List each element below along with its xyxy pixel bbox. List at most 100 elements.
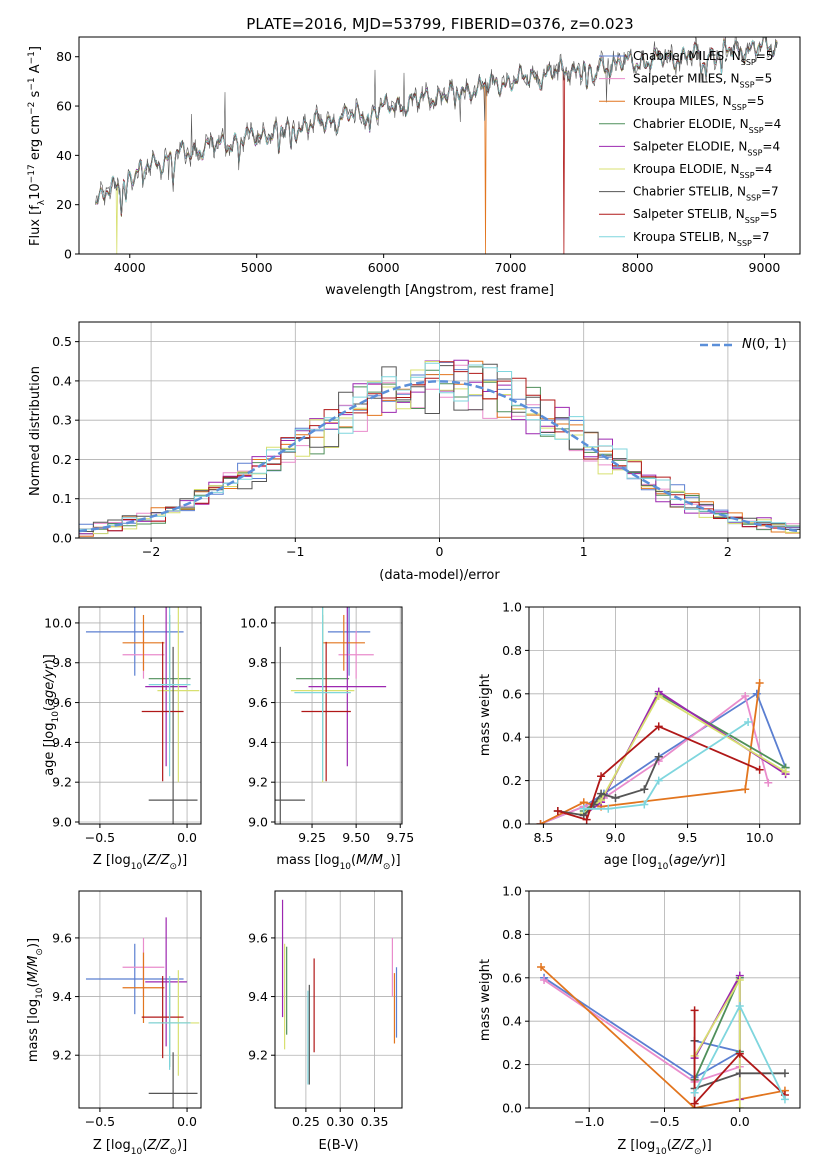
tick-label-x: 1 — [580, 544, 588, 559]
legend-label: Kroupa STELIB, NSSP=7 — [633, 230, 770, 248]
x-axis-label: E(B-V) — [318, 1138, 358, 1153]
y-axis-label: Flux [fλ10−17 erg cm−2 s−1 A−1] — [27, 46, 47, 246]
weight-marker — [755, 678, 764, 687]
weight-marker — [741, 691, 750, 700]
tick-label-x: 7000 — [495, 260, 527, 275]
tick-label-y: 0.2 — [502, 773, 522, 788]
tick-label-y: 9.2 — [52, 1048, 72, 1063]
x-axis-label: age [log10(age/yr)] — [604, 853, 726, 872]
tick-label-x: 2 — [724, 544, 732, 559]
weight-line — [543, 977, 743, 1079]
tick-label-x: −1.0 — [574, 1114, 604, 1129]
x-axis-label: Z [log10(Z/Z⊙)] — [617, 1138, 711, 1157]
legend-label: Chabrier ELODIE, NSSP=4 — [633, 117, 781, 135]
plot-area — [281, 899, 398, 1085]
tick-label-x: 9.50 — [342, 830, 370, 845]
weight-marker — [597, 789, 606, 798]
tick-label-y: 0.6 — [502, 970, 522, 985]
weight-marker — [640, 785, 649, 794]
tick-label-x: 10.0 — [746, 830, 774, 845]
tick-label-y: 0.4 — [502, 730, 522, 745]
weight-marker — [735, 1104, 744, 1108]
tick-label-x: 9000 — [749, 260, 781, 275]
tick-label-y: 9.8 — [52, 655, 72, 670]
tick-label-y: 9.4 — [52, 735, 72, 750]
weight-marker — [604, 804, 613, 813]
plot-area — [79, 359, 800, 537]
y-axis-label: mass weight — [478, 959, 493, 1041]
tick-label-x: 5000 — [241, 260, 273, 275]
weight-marker — [752, 689, 761, 698]
plot-area — [85, 607, 200, 824]
tick-label-y: 9.4 — [248, 989, 268, 1004]
tick-label-y: 9.2 — [248, 775, 268, 790]
legend-label: Salpeter MILES, NSSP=5 — [633, 72, 772, 90]
tick-label-y: 10.0 — [240, 615, 268, 630]
legend-label: N(0, 1) — [742, 337, 787, 352]
weight-marker — [654, 752, 663, 761]
tick-label-y: 0 — [64, 247, 72, 262]
weight-marker — [537, 962, 546, 971]
tick-label-x: 0 — [436, 544, 444, 559]
panel-residuals: −2 −1 0 1 2 0.0 0.1 0.2 0.3 0.4 0.5 N(0, 1) (data-mo… — [28, 321, 801, 583]
weight-line — [540, 682, 761, 824]
weight-marker — [735, 1002, 744, 1011]
weight-marker — [654, 776, 663, 785]
tick-label-x: 0.30 — [326, 1114, 354, 1129]
tick-label-y: 9.6 — [52, 695, 72, 710]
tick-label-x: 0.35 — [361, 1114, 389, 1129]
panel-age-vs-mass: 9.25 9.50 9.75 9.0 9.2 9.4 9.6 9.8 10.0 mass [log… — [240, 606, 414, 872]
weight-line — [540, 966, 786, 1108]
weight-marker — [690, 1099, 699, 1108]
tick-label-y: 0.0 — [502, 1101, 522, 1116]
tick-label-y: 1.0 — [502, 884, 522, 899]
plot-area — [536, 678, 790, 824]
tick-label-x: 0.0 — [730, 1114, 750, 1129]
tick-label-y: 9.6 — [248, 695, 268, 710]
tick-label-x: 0.25 — [292, 1114, 320, 1129]
tick-label-y: 9.0 — [52, 815, 72, 830]
tick-label-x: 4000 — [114, 260, 146, 275]
weight-marker — [690, 1088, 699, 1097]
weight-marker — [744, 718, 753, 727]
weight-line — [540, 694, 770, 824]
weight-marker — [735, 975, 744, 984]
weight-marker — [764, 778, 773, 787]
weight-marker — [781, 767, 790, 776]
tick-label-x: 9.0 — [606, 830, 626, 845]
tick-label-x: −2 — [142, 544, 160, 559]
weight-marker — [735, 1049, 744, 1058]
axes-frame — [274, 890, 403, 1109]
tick-label-x: 9.5 — [678, 830, 698, 845]
y-axis-label: mass [log10(M/M⊙)] — [26, 938, 45, 1062]
weight-marker — [654, 691, 663, 700]
tick-label-y: 0.1 — [52, 491, 72, 506]
tick-label-y: 9.2 — [248, 1048, 268, 1063]
weight-marker — [780, 1069, 789, 1078]
axes-frame — [78, 36, 801, 255]
panel-age-vs-Z: −0.5 0.0 9.0 9.2 9.4 9.6 9.8 10.0 Z [log10(Z/Z⊙)… — [42, 606, 202, 872]
tick-label-y: 9.6 — [248, 930, 268, 945]
legend-label: Kroupa ELODIE, NSSP=4 — [633, 162, 772, 180]
axes-frame — [78, 890, 202, 1109]
panel-spectrum: 4000 5000 6000 7000 8000 9000 0 20 40 60 80 Chabrie… — [27, 36, 801, 298]
normal-reference-curve — [79, 380, 800, 533]
tick-label-y: 9.6 — [52, 930, 72, 945]
tick-label-y: 0.2 — [52, 452, 72, 467]
tick-label-y: 60 — [56, 99, 72, 114]
weight-marker — [611, 793, 620, 802]
tick-label-y: 1.0 — [502, 600, 522, 615]
tick-label-x: 8.5 — [533, 830, 553, 845]
x-axis-label: (data-model)/error — [379, 568, 500, 583]
weight-marker — [780, 1095, 789, 1104]
tick-label-x: 0.0 — [177, 1114, 197, 1129]
weight-marker — [735, 1069, 744, 1078]
y-axis-label: age [log10(age/yr)] — [42, 654, 61, 776]
tick-label-y: 20 — [56, 197, 72, 212]
panel-weight-vs-Z: −1.0 −0.5 0.0 0.0 0.2 0.4 0.6 0.8 1.0 Z [log10(Z/… — [478, 884, 801, 1157]
x-axis-label: wavelength [Angstrom, rest frame] — [325, 283, 554, 298]
panel-mass-vs-EBV: 0.25 0.30 0.35 9.2 9.4 9.6 E(B-V) — [248, 890, 403, 1153]
tick-label-x: −0.5 — [85, 1114, 115, 1129]
legend-label: Chabrier MILES, NSSP=5 — [633, 49, 773, 67]
spectrum-data-line — [95, 37, 778, 215]
